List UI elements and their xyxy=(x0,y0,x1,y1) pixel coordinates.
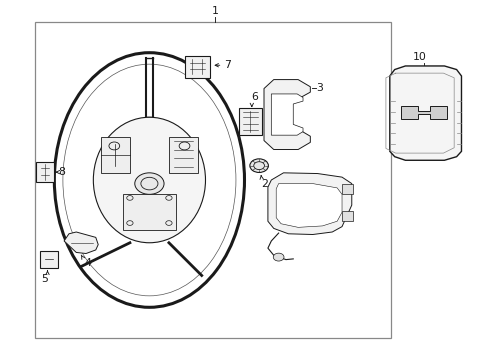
Polygon shape xyxy=(64,232,98,253)
Bar xyxy=(36,162,54,182)
Text: 3: 3 xyxy=(316,83,323,93)
Bar xyxy=(341,184,352,194)
Bar xyxy=(40,251,58,268)
Text: 10: 10 xyxy=(412,52,426,62)
Text: 5: 5 xyxy=(41,274,48,284)
Ellipse shape xyxy=(249,159,268,172)
Ellipse shape xyxy=(135,173,163,194)
Text: 6: 6 xyxy=(250,92,257,102)
Polygon shape xyxy=(389,66,461,160)
Bar xyxy=(168,137,198,173)
Ellipse shape xyxy=(93,117,205,243)
Ellipse shape xyxy=(273,253,284,261)
Polygon shape xyxy=(400,106,447,119)
Text: 8: 8 xyxy=(58,167,65,177)
Text: 7: 7 xyxy=(224,60,230,70)
Bar xyxy=(341,211,352,221)
Polygon shape xyxy=(271,94,303,135)
Bar xyxy=(35,22,390,338)
Bar xyxy=(122,194,176,230)
Bar xyxy=(238,108,262,135)
Text: 4: 4 xyxy=(84,258,91,268)
Bar xyxy=(184,55,210,78)
Text: 1: 1 xyxy=(211,6,218,16)
Text: 9: 9 xyxy=(339,208,346,218)
Bar xyxy=(101,137,130,173)
Text: 2: 2 xyxy=(261,179,268,189)
Polygon shape xyxy=(267,173,351,234)
Polygon shape xyxy=(276,184,341,227)
Polygon shape xyxy=(264,80,310,149)
